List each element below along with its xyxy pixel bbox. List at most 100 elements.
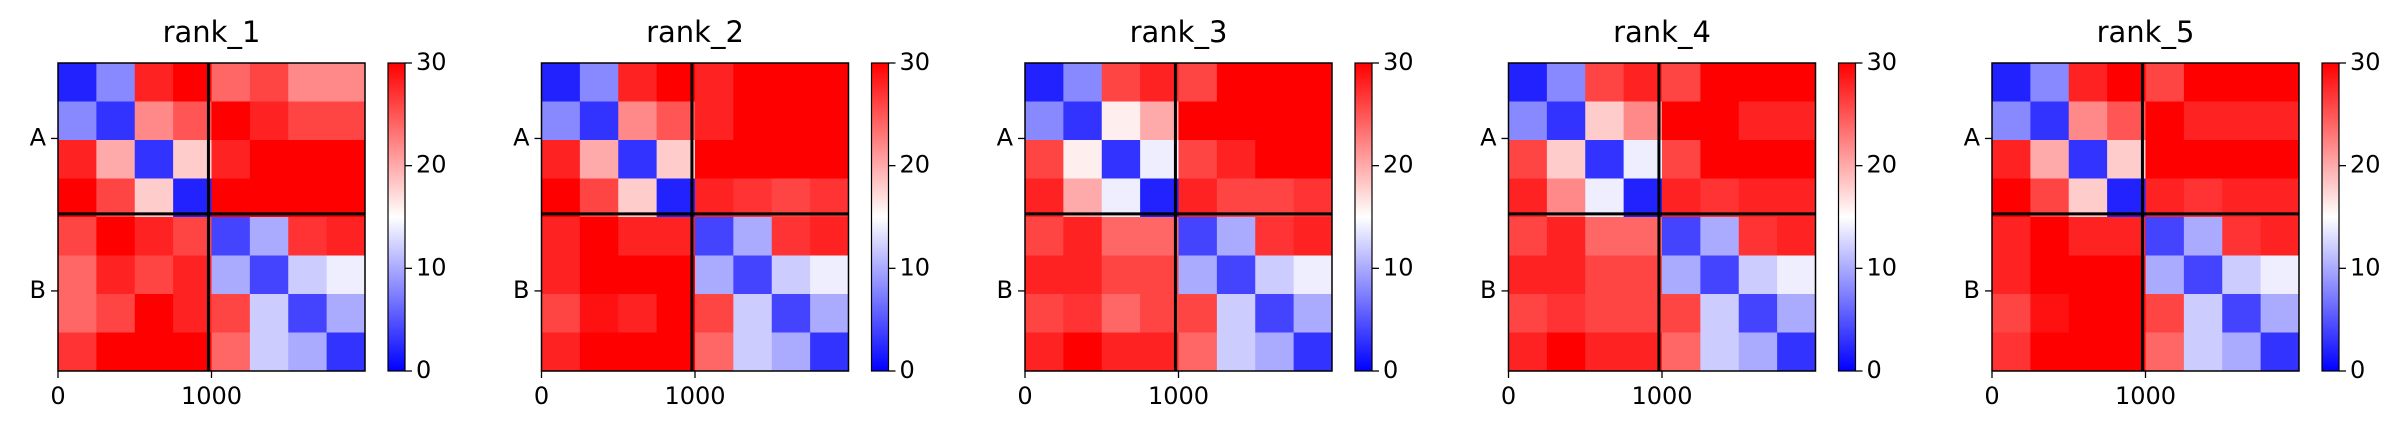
panel: rank_2 0 1000 A B 0 10 20 30 xyxy=(513,15,930,410)
heatmap-cell xyxy=(249,140,289,179)
heatmap-cell xyxy=(2068,140,2108,179)
heatmap-cell xyxy=(2183,294,2223,333)
heatmap-cell xyxy=(1293,140,1333,179)
heatmap-cell xyxy=(211,178,251,218)
heatmap-cell xyxy=(656,217,696,256)
heatmap-cell xyxy=(618,101,658,141)
heatmap-cell xyxy=(96,217,136,256)
heatmap-cell xyxy=(1216,63,1256,102)
heatmap-cell xyxy=(1025,140,1064,179)
heatmap-cell xyxy=(1140,294,1179,333)
colorbar-tick-label: 10 xyxy=(2350,253,2381,281)
heatmap-cell xyxy=(173,332,212,372)
panel-title: rank_3 xyxy=(1130,15,1228,49)
heatmap-cell xyxy=(541,217,581,256)
heatmap-cell xyxy=(1508,294,1548,333)
heatmap-cell xyxy=(134,140,174,179)
heatmap-cell xyxy=(1508,140,1548,179)
heatmap-cell xyxy=(1255,178,1295,218)
heatmap-cell xyxy=(1546,255,1586,295)
heatmap-cell xyxy=(173,255,212,295)
heatmap-cell xyxy=(96,332,136,372)
heatmap-cell xyxy=(1508,255,1548,295)
heatmap-cell xyxy=(2068,101,2108,141)
heatmap-cell xyxy=(1992,101,2031,141)
heatmap-cell xyxy=(1178,140,1218,179)
heatmap-cell xyxy=(2145,255,2185,295)
heatmap-cell xyxy=(211,332,251,372)
panel: rank_3 0 1000 A B 0 10 20 30 xyxy=(997,15,1414,410)
heatmap-cell xyxy=(2145,178,2185,218)
heatmap-cell xyxy=(541,63,581,102)
heatmap-cell xyxy=(771,294,811,333)
heatmap-cell xyxy=(810,140,849,179)
colorbar xyxy=(387,62,406,372)
heatmap-cell xyxy=(173,294,212,333)
heatmap-cell xyxy=(2030,294,2070,333)
heatmap-cell xyxy=(695,255,734,295)
panel: rank_5 0 1000 A B 0 10 20 30 xyxy=(1964,15,2381,410)
heatmap-cell xyxy=(1623,217,1663,256)
heatmap-cell xyxy=(1623,101,1663,141)
heatmap-cell xyxy=(1623,332,1663,372)
colorbar-tick-label: 10 xyxy=(1867,253,1898,281)
heatmap-cell xyxy=(2107,63,2146,102)
heatmap-cell xyxy=(2145,332,2185,372)
heatmap-cell xyxy=(1738,294,1778,333)
heatmap-cell xyxy=(1025,332,1064,372)
panel: rank_4 0 1000 A B 0 10 20 30 xyxy=(1480,15,1897,410)
heatmap-cell xyxy=(1662,140,1701,179)
heatmap-cell xyxy=(2145,63,2185,102)
heatmap-cell xyxy=(288,217,328,256)
heatmap-cell xyxy=(58,140,97,179)
heatmap-cell xyxy=(1700,255,1740,295)
heatmap-cell xyxy=(2222,332,2262,372)
heatmap-cell xyxy=(2183,332,2223,372)
heatmap-cell xyxy=(1255,140,1295,179)
heatmap-cell xyxy=(771,217,811,256)
heatmap-cell xyxy=(1178,217,1218,256)
heatmap-cell xyxy=(1063,140,1103,179)
heatmap-cell xyxy=(1063,255,1103,295)
heatmap-cell xyxy=(1063,101,1103,141)
heatmap-cell xyxy=(733,140,773,179)
colorbar-tick-label: 0 xyxy=(2350,356,2365,384)
heatmap-cell xyxy=(1025,255,1064,295)
heatmap-cell xyxy=(1140,217,1179,256)
heatmap-cell xyxy=(2107,332,2146,372)
colorbar-tick-label: 0 xyxy=(1383,356,1398,384)
y-tick-label: B xyxy=(1480,276,1496,304)
heatmap-cell xyxy=(1025,294,1064,333)
heatmap-cell xyxy=(2030,255,2070,295)
colorbar-tick-label: 0 xyxy=(1867,356,1882,384)
heatmap-cell xyxy=(173,140,212,179)
heatmap-cell xyxy=(1216,294,1256,333)
heatmap-cell xyxy=(2222,294,2262,333)
heatmap-cell xyxy=(58,101,97,141)
heatmap-cell xyxy=(249,178,289,218)
heatmap-cell xyxy=(134,294,174,333)
y-tick-label: A xyxy=(997,123,1014,151)
heatmap-cell xyxy=(771,140,811,179)
heatmap-cell xyxy=(1216,140,1256,179)
heatmap-cell xyxy=(733,294,773,333)
heatmap-cell xyxy=(1738,178,1778,218)
heatmap-cell xyxy=(1178,332,1218,372)
heatmap-cell xyxy=(1546,101,1586,141)
colorbar-tick-label: 20 xyxy=(900,151,931,179)
heatmap-cell xyxy=(541,255,581,295)
heatmap-cell xyxy=(2260,332,2300,372)
heatmap-cell xyxy=(2030,217,2070,256)
heatmap-cell xyxy=(1293,101,1333,141)
heatmap-cell xyxy=(656,140,696,179)
heatmap-cell xyxy=(579,217,619,256)
heatmap-cell xyxy=(579,101,619,141)
x-tick-label: 1000 xyxy=(1631,382,1692,410)
colorbar-tick-label: 30 xyxy=(2350,48,2381,76)
heatmap-cell xyxy=(134,101,174,141)
heatmap-cell xyxy=(1585,63,1625,102)
heatmap-cell xyxy=(2107,255,2146,295)
heatmap-cell xyxy=(1216,217,1256,256)
heatmap-cell xyxy=(2030,140,2070,179)
